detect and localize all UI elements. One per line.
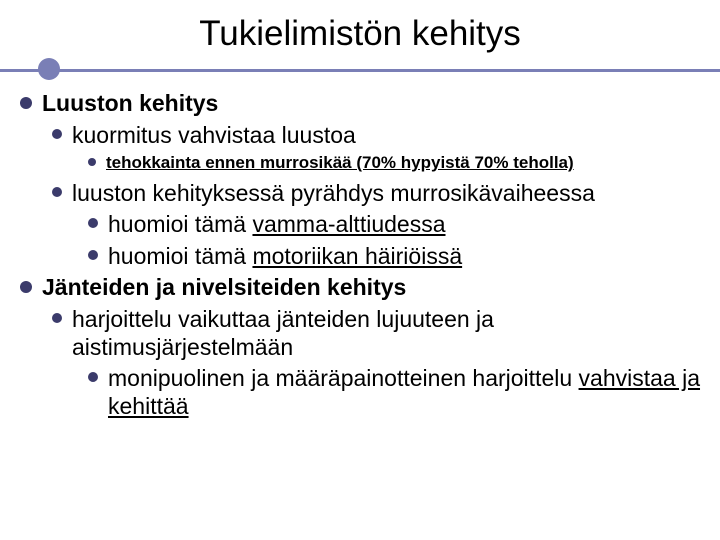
bullet-icon [20,97,32,109]
bullet-icon [88,218,98,228]
item-text: Luuston kehitys [42,90,700,118]
list-item: luuston kehityksessä pyrähdys murrosikäv… [52,180,700,208]
rule-dot [38,58,60,80]
title-rule [20,64,700,76]
item-text: huomioi tämä motoriikan häiriöissä [108,243,700,271]
item-text: huomioi tämä vamma-alttiudessa [108,211,700,239]
list-item: huomioi tämä motoriikan häiriöissä [88,243,700,271]
list-item: Luuston kehitys [20,90,700,118]
item-text: luuston kehityksessä pyrähdys murrosikäv… [72,180,700,208]
slide: Tukielimistön kehitys Luuston kehitys ku… [0,0,720,540]
item-text: monipuolinen ja määräpainotteinen harjoi… [108,365,700,420]
rule-line [0,69,720,72]
slide-title: Tukielimistön kehitys [20,14,700,54]
list-item: huomioi tämä vamma-alttiudessa [88,211,700,239]
bullet-icon [52,187,62,197]
item-text: Jänteiden ja nivelsiteiden kehitys [42,274,700,302]
item-text-plain: huomioi tämä [108,211,252,237]
item-text-underline: motoriikan häiriöissä [252,243,462,269]
bullet-icon [52,313,62,323]
bullet-icon [88,158,96,166]
bullet-icon [52,129,62,139]
list-item: kuormitus vahvistaa luustoa [52,122,700,150]
list-item: tehokkainta ennen murrosikää (70% hypyis… [88,153,700,173]
list-item: monipuolinen ja määräpainotteinen harjoi… [88,365,700,420]
item-text: kuormitus vahvistaa luustoa [72,122,700,150]
item-text: tehokkainta ennen murrosikää (70% hypyis… [106,153,700,173]
list-item: Jänteiden ja nivelsiteiden kehitys [20,274,700,302]
item-text-plain: huomioi tämä [108,243,252,269]
list-item: harjoittelu vaikuttaa jänteiden lujuutee… [52,306,700,361]
bullet-icon [20,281,32,293]
item-text-underline: vamma-alttiudessa [252,211,445,237]
item-text-plain: monipuolinen ja määräpainotteinen harjoi… [108,365,579,391]
bullet-icon [88,250,98,260]
slide-body: Luuston kehitys kuormitus vahvistaa luus… [20,90,700,420]
item-text: harjoittelu vaikuttaa jänteiden lujuutee… [72,306,700,361]
bullet-icon [88,372,98,382]
